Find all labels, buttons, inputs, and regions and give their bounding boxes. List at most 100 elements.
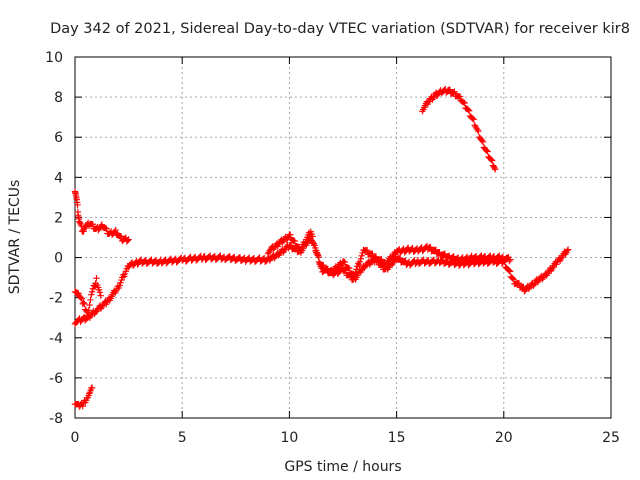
grid — [75, 57, 611, 418]
data-point — [509, 275, 516, 282]
y-tick-label: 10 — [45, 50, 63, 66]
data-point — [427, 243, 434, 251]
x-tick-label: 15 — [388, 430, 406, 446]
data-point — [450, 89, 457, 96]
data-point — [88, 384, 96, 392]
data-point — [287, 241, 295, 249]
data-point — [88, 291, 95, 298]
data-point — [78, 295, 86, 302]
data-point — [357, 255, 365, 263]
y-tick-label: 2 — [54, 210, 63, 226]
data-point — [363, 246, 371, 254]
data-point — [484, 148, 491, 155]
data-point — [76, 219, 84, 227]
data-point — [378, 256, 385, 263]
data-point — [346, 265, 353, 272]
x-tick-label: 25 — [602, 430, 620, 446]
data-point — [510, 276, 517, 283]
data-point — [353, 266, 360, 273]
data-point — [79, 402, 86, 410]
data-point — [475, 128, 482, 135]
data-point — [483, 147, 490, 154]
tick-labels: 0 5 10 15 20 25 -8 -6 -4 -2 0 2 4 6 8 10 — [45, 50, 620, 446]
data-point — [492, 166, 499, 173]
data-point — [461, 99, 468, 107]
y-tick-label: -6 — [49, 371, 63, 387]
data-point — [491, 164, 498, 172]
x-tick-label: 0 — [71, 430, 80, 446]
data-point — [355, 261, 363, 268]
data-point — [291, 237, 298, 245]
axis-ticks — [74, 56, 612, 419]
data-point — [451, 88, 458, 95]
data-point — [506, 257, 513, 265]
y-tick-label: -2 — [49, 291, 63, 307]
data-point — [358, 252, 365, 260]
data-point — [317, 263, 324, 270]
data-point — [479, 138, 487, 146]
data-point — [125, 236, 132, 243]
data-point — [351, 272, 358, 279]
data-point — [530, 281, 538, 288]
data-point — [341, 258, 348, 266]
plot-frame — [74, 56, 612, 419]
data-point — [97, 292, 104, 299]
series-lower-branch — [71, 275, 104, 319]
x-tick-label: 10 — [280, 430, 298, 446]
data-marks — [71, 85, 572, 410]
data-point — [474, 126, 481, 133]
data-point — [460, 99, 467, 106]
data-point — [284, 235, 291, 242]
data-point — [564, 247, 571, 254]
data-point — [369, 250, 376, 257]
series-left-hump — [80, 219, 132, 245]
data-point — [465, 107, 473, 114]
data-point — [507, 256, 514, 263]
chart-title: Day 342 of 2021, Sidereal Day-to-day VTE… — [50, 21, 630, 37]
data-point — [470, 116, 477, 123]
data-point — [88, 288, 96, 296]
data-point — [352, 269, 359, 276]
data-point — [287, 231, 294, 239]
data-point — [112, 226, 119, 234]
y-tick-label: 0 — [54, 251, 63, 267]
data-point — [74, 201, 81, 209]
y-tick-label: 8 — [54, 90, 63, 106]
data-point — [77, 294, 85, 302]
data-point — [432, 246, 440, 253]
y-tick-label: 4 — [54, 170, 63, 186]
data-point — [89, 221, 96, 228]
data-point — [96, 289, 104, 296]
data-point — [85, 307, 92, 314]
data-point — [488, 157, 496, 164]
data-point — [446, 86, 454, 93]
y-tick-label: -8 — [49, 411, 63, 427]
data-point — [396, 254, 404, 262]
series-arc — [419, 85, 499, 173]
data-point — [81, 300, 88, 308]
data-point — [87, 296, 94, 304]
data-point — [314, 251, 322, 259]
data-point — [75, 290, 82, 297]
data-point — [505, 267, 513, 274]
data-point — [372, 253, 380, 260]
y-tick-label: 6 — [54, 130, 63, 146]
data-point — [478, 137, 486, 144]
data-point — [506, 268, 514, 275]
data-point — [93, 275, 100, 282]
data-point — [564, 246, 572, 253]
x-tick-label: 5 — [178, 430, 187, 446]
data-point — [309, 233, 316, 240]
data-point — [118, 233, 125, 240]
data-point — [465, 106, 472, 114]
data-point — [488, 156, 495, 163]
y-axis-label: SDTVAR / TECUs — [7, 180, 23, 295]
y-tick-label: -4 — [49, 331, 63, 347]
data-point — [356, 258, 364, 266]
series-main-trace — [71, 234, 572, 328]
data-point — [86, 390, 93, 397]
data-point — [124, 237, 131, 244]
data-point — [84, 312, 92, 319]
